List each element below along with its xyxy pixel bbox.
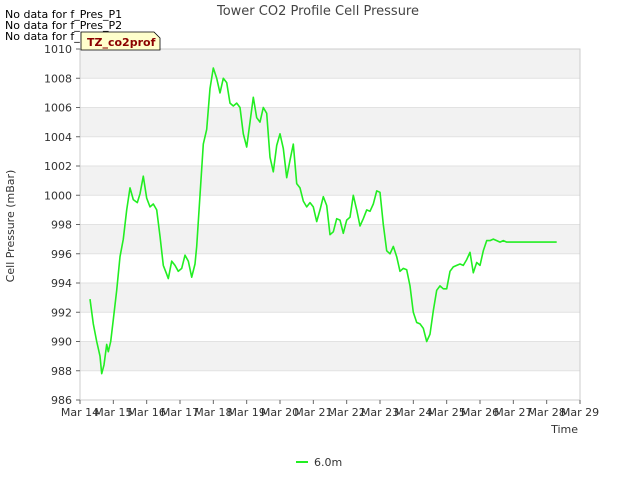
y-tick-label: 998 <box>51 219 72 232</box>
background-band <box>80 107 580 137</box>
background-band <box>80 49 580 79</box>
y-tick-label: 994 <box>51 277 72 290</box>
x-tick-label: Mar 20 <box>261 406 299 419</box>
y-tick-label: 1000 <box>44 189 72 202</box>
x-tick-label: Mar 21 <box>294 406 332 419</box>
y-tick-label: 986 <box>51 394 72 407</box>
x-axis-title: Time <box>550 423 578 436</box>
x-tick-label: Mar 26 <box>461 406 499 419</box>
y-tick-label: 988 <box>51 365 72 378</box>
no-data-message-p2: No data for f_Pres_P2 <box>5 19 123 32</box>
x-tick-label: Mar 14 <box>61 406 99 419</box>
y-tick-label: 992 <box>51 306 72 319</box>
x-tick-label: Mar 29 <box>561 406 599 419</box>
x-tick-label: Mar 24 <box>394 406 432 419</box>
y-axis: 986 988 990 992 994 996 998 1000 1002 1004 1006 100… <box>44 43 80 407</box>
x-tick-label: Mar 23 <box>361 406 399 419</box>
x-tick-label: Mar 16 <box>128 406 166 419</box>
y-tick-label: 1006 <box>44 102 72 115</box>
x-tick-label: Mar 15 <box>94 406 132 419</box>
y-tick-label: 1010 <box>44 43 72 56</box>
x-tick-label: Mar 17 <box>161 406 199 419</box>
legend[interactable]: 6.0m <box>296 456 342 469</box>
badge-shape <box>80 31 161 51</box>
y-tick-label: 1008 <box>44 72 72 85</box>
x-tick-label: Mar 28 <box>528 406 566 419</box>
chart-title: Tower CO2 Profile Cell Pressure <box>216 4 419 19</box>
background-band <box>80 166 580 196</box>
dataset-badge[interactable]: TZ_co2prof <box>80 31 161 51</box>
y-tick-label: 1002 <box>44 160 72 173</box>
no-data-message-p1: No data for f_Pres_P1 <box>5 8 123 21</box>
y-axis-title: Cell Pressure (mBar) <box>4 170 17 283</box>
badge-label: TZ_co2prof <box>87 36 156 49</box>
plot-background-bands <box>80 48 580 401</box>
x-tick-label: Mar 18 <box>194 406 232 419</box>
y-tick-label: 990 <box>51 336 72 349</box>
background-band <box>80 341 580 371</box>
x-tick-label: Mar 27 <box>494 406 532 419</box>
y-tick-label: 996 <box>51 248 72 261</box>
background-band <box>80 283 580 313</box>
x-tick-label: Mar 19 <box>228 406 266 419</box>
x-tick-label: Mar 25 <box>428 406 466 419</box>
y-tick-label: 1004 <box>44 131 72 144</box>
x-tick-label: Mar 22 <box>328 406 366 419</box>
series-line-6m <box>89 67 557 375</box>
legend-label: 6.0m <box>314 456 342 469</box>
